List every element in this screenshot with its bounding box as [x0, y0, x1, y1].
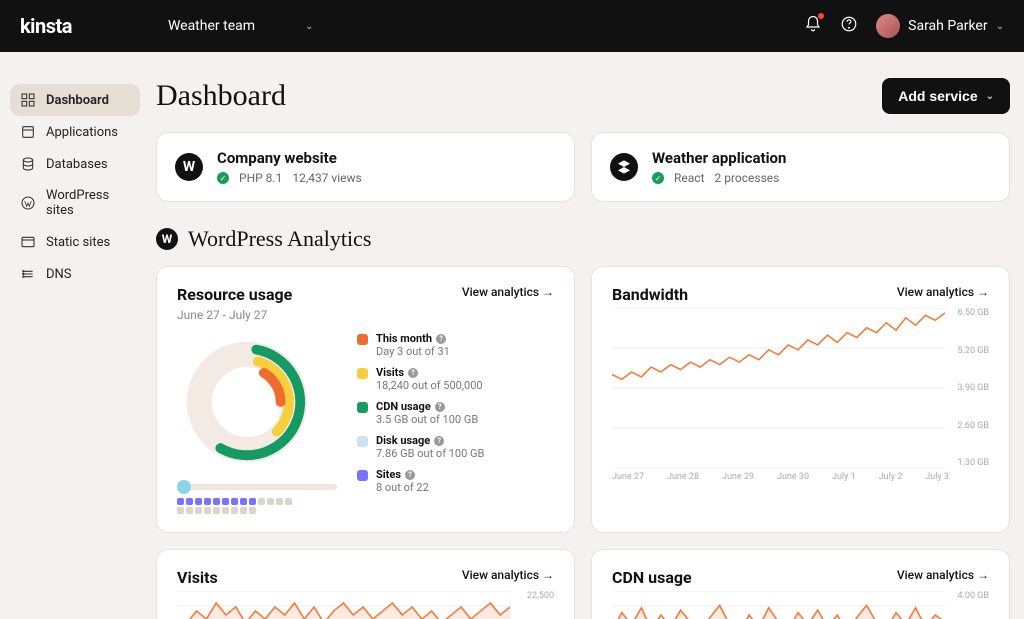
site-icon: [610, 153, 638, 181]
view-analytics-link[interactable]: View analytics →: [897, 285, 989, 299]
bandwidth-card: Bandwidth View analytics → 6.50 GB5.20 G…: [591, 266, 1010, 533]
legend-item: Sites ?8 out of 22: [357, 468, 554, 494]
cdn-usage-card: CDN usage View analytics → 4.00 GB3.20 G…: [591, 549, 1010, 619]
add-service-button[interactable]: Add service ⌄: [882, 78, 1010, 114]
wp-icon: [20, 195, 36, 211]
user-menu[interactable]: Sarah Parker ⌄: [876, 14, 1004, 38]
user-name: Sarah Parker: [908, 18, 987, 34]
view-analytics-link[interactable]: View analytics →: [897, 568, 989, 582]
legend-item: Disk usage ?7.86 GB out of 100 GB: [357, 434, 554, 460]
chevron-down-icon: ⌄: [996, 21, 1004, 32]
legend-item: CDN usage ?3.5 GB out of 100 GB: [357, 400, 554, 426]
topbar: kinsta Weather team ⌄ Sarah Parker ⌄: [0, 0, 1024, 52]
card-title: CDN usage: [612, 568, 692, 587]
section-title: WordPress Analytics: [188, 226, 371, 252]
avatar: [876, 14, 900, 38]
logo: kinsta: [20, 14, 72, 38]
chevron-down-icon: ⌄: [305, 21, 313, 32]
db-icon: [20, 156, 36, 172]
sidebar-item-label: Applications: [46, 125, 118, 140]
sidebar-item-applications[interactable]: Applications: [10, 116, 140, 148]
sidebar-item-label: DNS: [46, 267, 72, 282]
info-icon: ?: [435, 402, 445, 412]
info-icon: ?: [408, 368, 418, 378]
visits-chart: 22,50018,000: [177, 591, 554, 619]
legend: This month ?Day 3 out of 31 Visits ?18,24…: [357, 332, 554, 502]
chevron-down-icon: ⌄: [986, 91, 994, 102]
legend-item: This month ?Day 3 out of 31: [357, 332, 554, 358]
wordpress-icon: W: [156, 228, 178, 250]
apps-icon: [20, 124, 36, 140]
site-card[interactable]: W Company website ✓PHP 8.112,437 views: [156, 132, 575, 202]
status-ok-icon: ✓: [652, 172, 664, 184]
team-name: Weather team: [168, 18, 255, 34]
view-analytics-link[interactable]: View analytics →: [462, 285, 554, 299]
legend-item: Visits ?18,240 out of 500,000: [357, 366, 554, 392]
sidebar-item-label: Databases: [46, 157, 108, 172]
info-icon: ?: [436, 334, 446, 344]
sidebar-item-wordpress-sites[interactable]: WordPress sites: [10, 180, 140, 226]
dashboard-icon: [20, 92, 36, 108]
site-title: Company website: [217, 149, 362, 167]
team-selector[interactable]: Weather team ⌄: [168, 18, 313, 34]
site-title: Weather application: [652, 149, 786, 167]
card-subtitle: June 27 - July 27: [177, 308, 554, 322]
sidebar-item-label: Dashboard: [46, 93, 109, 108]
page-title: Dashboard: [156, 79, 286, 113]
info-icon: ?: [405, 470, 415, 480]
card-title: Visits: [177, 568, 218, 587]
sidebar-item-dns[interactable]: DNS: [10, 258, 140, 290]
card-title: Bandwidth: [612, 285, 688, 304]
sidebar: Dashboard Applications Databases WordPress …: [0, 52, 150, 619]
card-title: Resource usage: [177, 285, 292, 304]
sidebar-item-databases[interactable]: Databases: [10, 148, 140, 180]
sidebar-item-dashboard[interactable]: Dashboard: [10, 84, 140, 116]
view-analytics-link[interactable]: View analytics →: [462, 568, 554, 582]
site-meta: ✓PHP 8.112,437 views: [217, 171, 362, 185]
status-ok-icon: ✓: [217, 172, 229, 184]
help-icon: [840, 15, 858, 33]
notifications-button[interactable]: [804, 15, 822, 37]
sites-indicator: [177, 498, 297, 514]
notification-dot: [818, 13, 824, 19]
help-button[interactable]: [840, 15, 858, 37]
cdn-chart: 4.00 GB3.20 GB: [612, 591, 989, 619]
dns-icon: [20, 266, 36, 282]
donut-chart: [177, 332, 317, 472]
add-service-label: Add service: [898, 88, 977, 104]
static-icon: [20, 234, 36, 250]
sidebar-item-static-sites[interactable]: Static sites: [10, 226, 140, 258]
main-content: Dashboard Add service ⌄ W Company website…: [150, 52, 1024, 619]
site-meta: ✓React2 processes: [652, 171, 786, 185]
bandwidth-chart: 6.50 GB5.20 GB3.90 GB2.60 GB1.30 GB: [612, 308, 989, 468]
visits-card: Visits View analytics → 22,50018,000: [156, 549, 575, 619]
sidebar-item-label: WordPress sites: [46, 188, 130, 218]
site-icon: W: [175, 153, 203, 181]
resource-usage-card: Resource usage View analytics → June 27 …: [156, 266, 575, 533]
sidebar-item-label: Static sites: [46, 235, 110, 250]
slider[interactable]: [177, 484, 337, 490]
info-icon: ?: [434, 436, 444, 446]
site-card[interactable]: Weather application ✓React2 processes: [591, 132, 1010, 202]
